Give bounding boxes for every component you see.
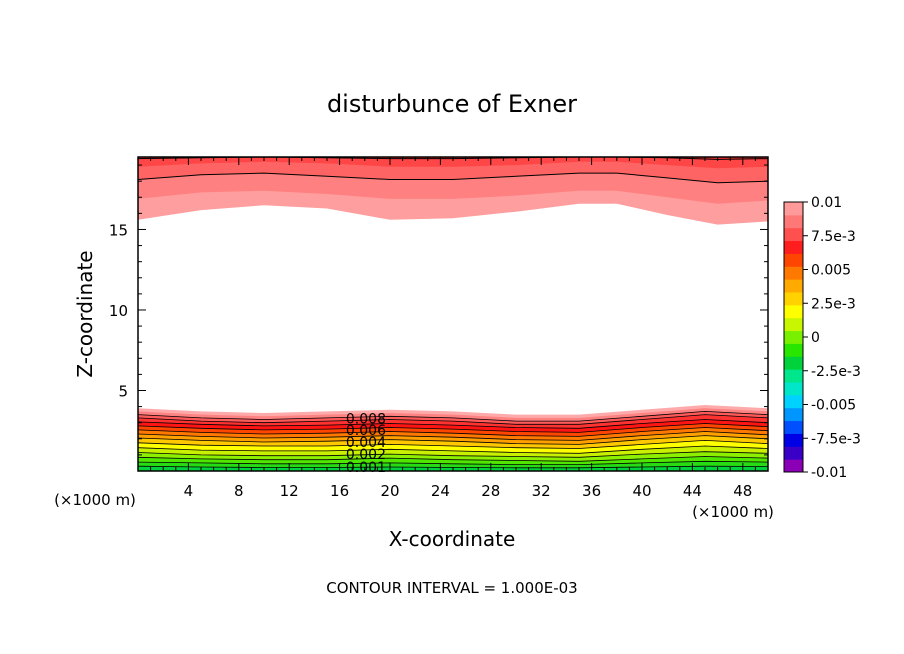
lower-contour-line bbox=[138, 456, 768, 462]
lower-contour-line bbox=[138, 445, 768, 454]
x-tick-label: 16 bbox=[330, 482, 349, 500]
contour-label: 0.001 bbox=[346, 460, 386, 476]
colorbar-label: 7.5e-3 bbox=[811, 229, 856, 245]
colorbar-swatch bbox=[784, 266, 803, 280]
colorbar-label: 0 bbox=[811, 330, 820, 346]
colorbar-swatch bbox=[784, 292, 803, 306]
contour-label: 0.006 bbox=[346, 423, 386, 439]
lower-contour-line bbox=[138, 435, 768, 445]
upper-fill-level-3 bbox=[138, 157, 768, 169]
colorbar-label: -2.5e-3 bbox=[811, 364, 861, 380]
colorbar-swatch bbox=[784, 356, 803, 370]
y-tick-label: 15 bbox=[109, 221, 128, 239]
x-tick-label: 32 bbox=[532, 482, 551, 500]
colorbar-swatch bbox=[784, 433, 803, 447]
x-tick-label: 24 bbox=[431, 482, 450, 500]
x-axis-label: X-coordinate bbox=[389, 527, 516, 551]
lower-contour-line bbox=[138, 439, 768, 449]
lower-contour-line bbox=[138, 419, 768, 429]
colorbar-swatch bbox=[784, 382, 803, 396]
colorbar-label: 2.5e-3 bbox=[811, 296, 856, 312]
chart-title: disturbunce of Exner bbox=[327, 90, 577, 118]
x-tick-label: 8 bbox=[234, 482, 244, 500]
lower-contour-line bbox=[138, 414, 768, 425]
contour-label: 0.002 bbox=[346, 447, 386, 463]
x-tick-label: 44 bbox=[683, 482, 702, 500]
x-tick-label: 36 bbox=[582, 482, 601, 500]
colorbar-swatch bbox=[784, 279, 803, 293]
y-tick-label: 10 bbox=[109, 302, 128, 320]
colorbar-label: 0.005 bbox=[811, 263, 851, 279]
colorbar-swatch bbox=[784, 317, 803, 332]
colorbar-label: -0.01 bbox=[811, 465, 847, 481]
colorbar-swatch bbox=[784, 420, 803, 434]
colorbar-swatch bbox=[784, 459, 803, 473]
colorbar-label: 0.01 bbox=[811, 195, 842, 211]
colorbar-swatch bbox=[784, 394, 803, 409]
colorbar-swatch bbox=[784, 446, 803, 460]
upper-contour-line bbox=[138, 172, 768, 184]
contour-label: 0.004 bbox=[346, 435, 386, 451]
contour-label: 0.008 bbox=[346, 412, 386, 428]
lower-contour-line bbox=[138, 451, 768, 458]
y-tick-label: 5 bbox=[118, 382, 128, 400]
colorbar-swatch bbox=[784, 253, 803, 267]
x-tick-label: 20 bbox=[380, 482, 399, 500]
x-tick-label: 12 bbox=[280, 482, 299, 500]
colorbar-swatch bbox=[784, 240, 803, 254]
upper-fill-level-2 bbox=[138, 157, 768, 183]
lower-contour-line bbox=[138, 410, 768, 422]
y-unit-label: (×1000 m) bbox=[54, 491, 136, 509]
colorbar-swatch bbox=[784, 369, 803, 383]
colorbar-swatch bbox=[784, 202, 803, 216]
colorbar-swatch bbox=[784, 343, 803, 357]
colorbar-swatch bbox=[784, 214, 803, 229]
colorbar-swatch bbox=[784, 304, 803, 319]
upper-contour-band bbox=[138, 157, 768, 225]
lower-contour-line bbox=[138, 423, 768, 433]
colorbar-swatch bbox=[784, 407, 803, 422]
x-unit-label: (×1000 m) bbox=[692, 503, 774, 521]
y-axis-label: Z-coordinate bbox=[73, 250, 97, 377]
lower-contour-line bbox=[138, 460, 768, 466]
colorbar-swatch bbox=[784, 330, 803, 344]
lower-contour-line bbox=[138, 427, 768, 437]
contour-interval-note: CONTOUR INTERVAL = 1.000E-03 bbox=[326, 579, 577, 597]
colorbar-swatch bbox=[784, 227, 803, 242]
x-tick-label: 4 bbox=[184, 482, 194, 500]
x-tick-label: 40 bbox=[632, 482, 651, 500]
colorbar-label: -7.5e-3 bbox=[811, 431, 861, 447]
x-tick-label: 28 bbox=[481, 482, 500, 500]
lower-contour-band bbox=[138, 405, 768, 471]
lower-contour-line bbox=[138, 431, 768, 441]
x-tick-label: 48 bbox=[733, 482, 752, 500]
colorbar-label: -0.005 bbox=[811, 398, 856, 414]
colorbar: 0.01 7.5e-3 0.005 2.5e-3 0 -2.5e-3 -0.005 -7.5e… bbox=[783, 195, 861, 481]
